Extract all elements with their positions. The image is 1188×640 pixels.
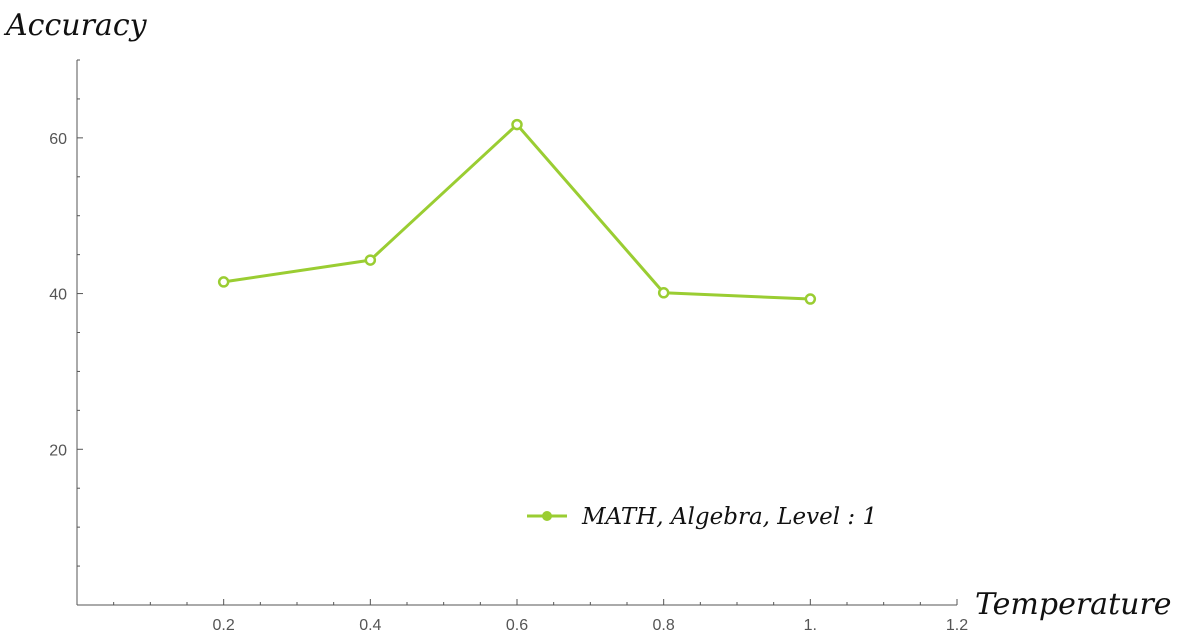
data-point bbox=[364, 254, 377, 266]
x-ticks: 0.2 0.4 0.6 0.8 1. 1.2 bbox=[113, 599, 968, 634]
y-tick-label: 40 bbox=[49, 287, 67, 304]
y-ticks: 20 40 60 bbox=[49, 59, 83, 567]
x-tick-label: 0.2 bbox=[213, 617, 235, 634]
y-tick-label: 20 bbox=[49, 442, 67, 459]
x-tick-label: 1.2 bbox=[946, 617, 968, 634]
x-tick-label: 0.8 bbox=[653, 617, 675, 634]
data-point bbox=[657, 287, 670, 299]
series-line bbox=[223, 123, 811, 301]
y-axis-title: Accuracy bbox=[3, 8, 148, 43]
legend-marker bbox=[542, 511, 552, 521]
data-point bbox=[511, 118, 523, 131]
x-tick-label: 1. bbox=[804, 617, 817, 634]
x-tick-label: 0.6 bbox=[506, 617, 528, 634]
legend: MATH, Algebra, Level : 1 bbox=[527, 504, 877, 530]
series-layer bbox=[217, 118, 817, 305]
x-tick-label: 0.4 bbox=[359, 617, 381, 634]
data-point bbox=[804, 293, 817, 305]
x-axis-title: Temperature bbox=[975, 587, 1172, 622]
legend-label: MATH, Algebra, Level : 1 bbox=[581, 504, 877, 530]
y-tick-label: 60 bbox=[49, 131, 67, 148]
data-point bbox=[217, 276, 230, 288]
